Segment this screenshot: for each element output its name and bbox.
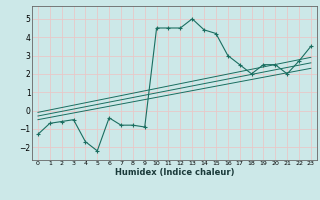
X-axis label: Humidex (Indice chaleur): Humidex (Indice chaleur) bbox=[115, 168, 234, 177]
